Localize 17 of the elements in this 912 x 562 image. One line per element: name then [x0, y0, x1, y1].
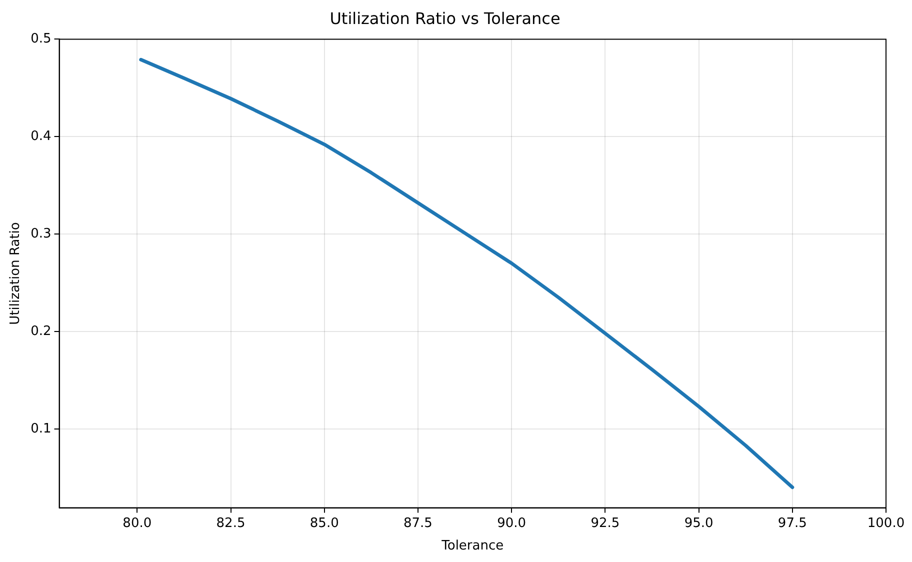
x-tick-label: 82.5: [216, 516, 246, 531]
x-tick-label: 97.5: [778, 516, 807, 531]
y-axis-title: Utilization Ratio: [8, 222, 24, 325]
x-tick-label: 87.5: [403, 516, 432, 531]
x-axis-title: Tolerance: [440, 538, 504, 554]
x-tick-label: 95.0: [684, 516, 714, 531]
y-tick-label: 0.2: [30, 324, 52, 339]
y-tick-label: 0.5: [30, 32, 52, 47]
x-tick-label: 100.0: [867, 516, 905, 531]
y-tick-label: 0.4: [30, 128, 52, 144]
chart-title: Utilization Ratio vs Tolerance: [330, 8, 560, 28]
x-tick-label: 90.0: [497, 516, 526, 531]
x-tick-label: 80.0: [122, 516, 152, 531]
y-tick-label: 0.1: [30, 421, 52, 436]
x-tick-label: 92.5: [590, 516, 620, 531]
x-tick-label: 85.0: [310, 516, 339, 531]
y-tick-label: 0.3: [30, 226, 52, 242]
